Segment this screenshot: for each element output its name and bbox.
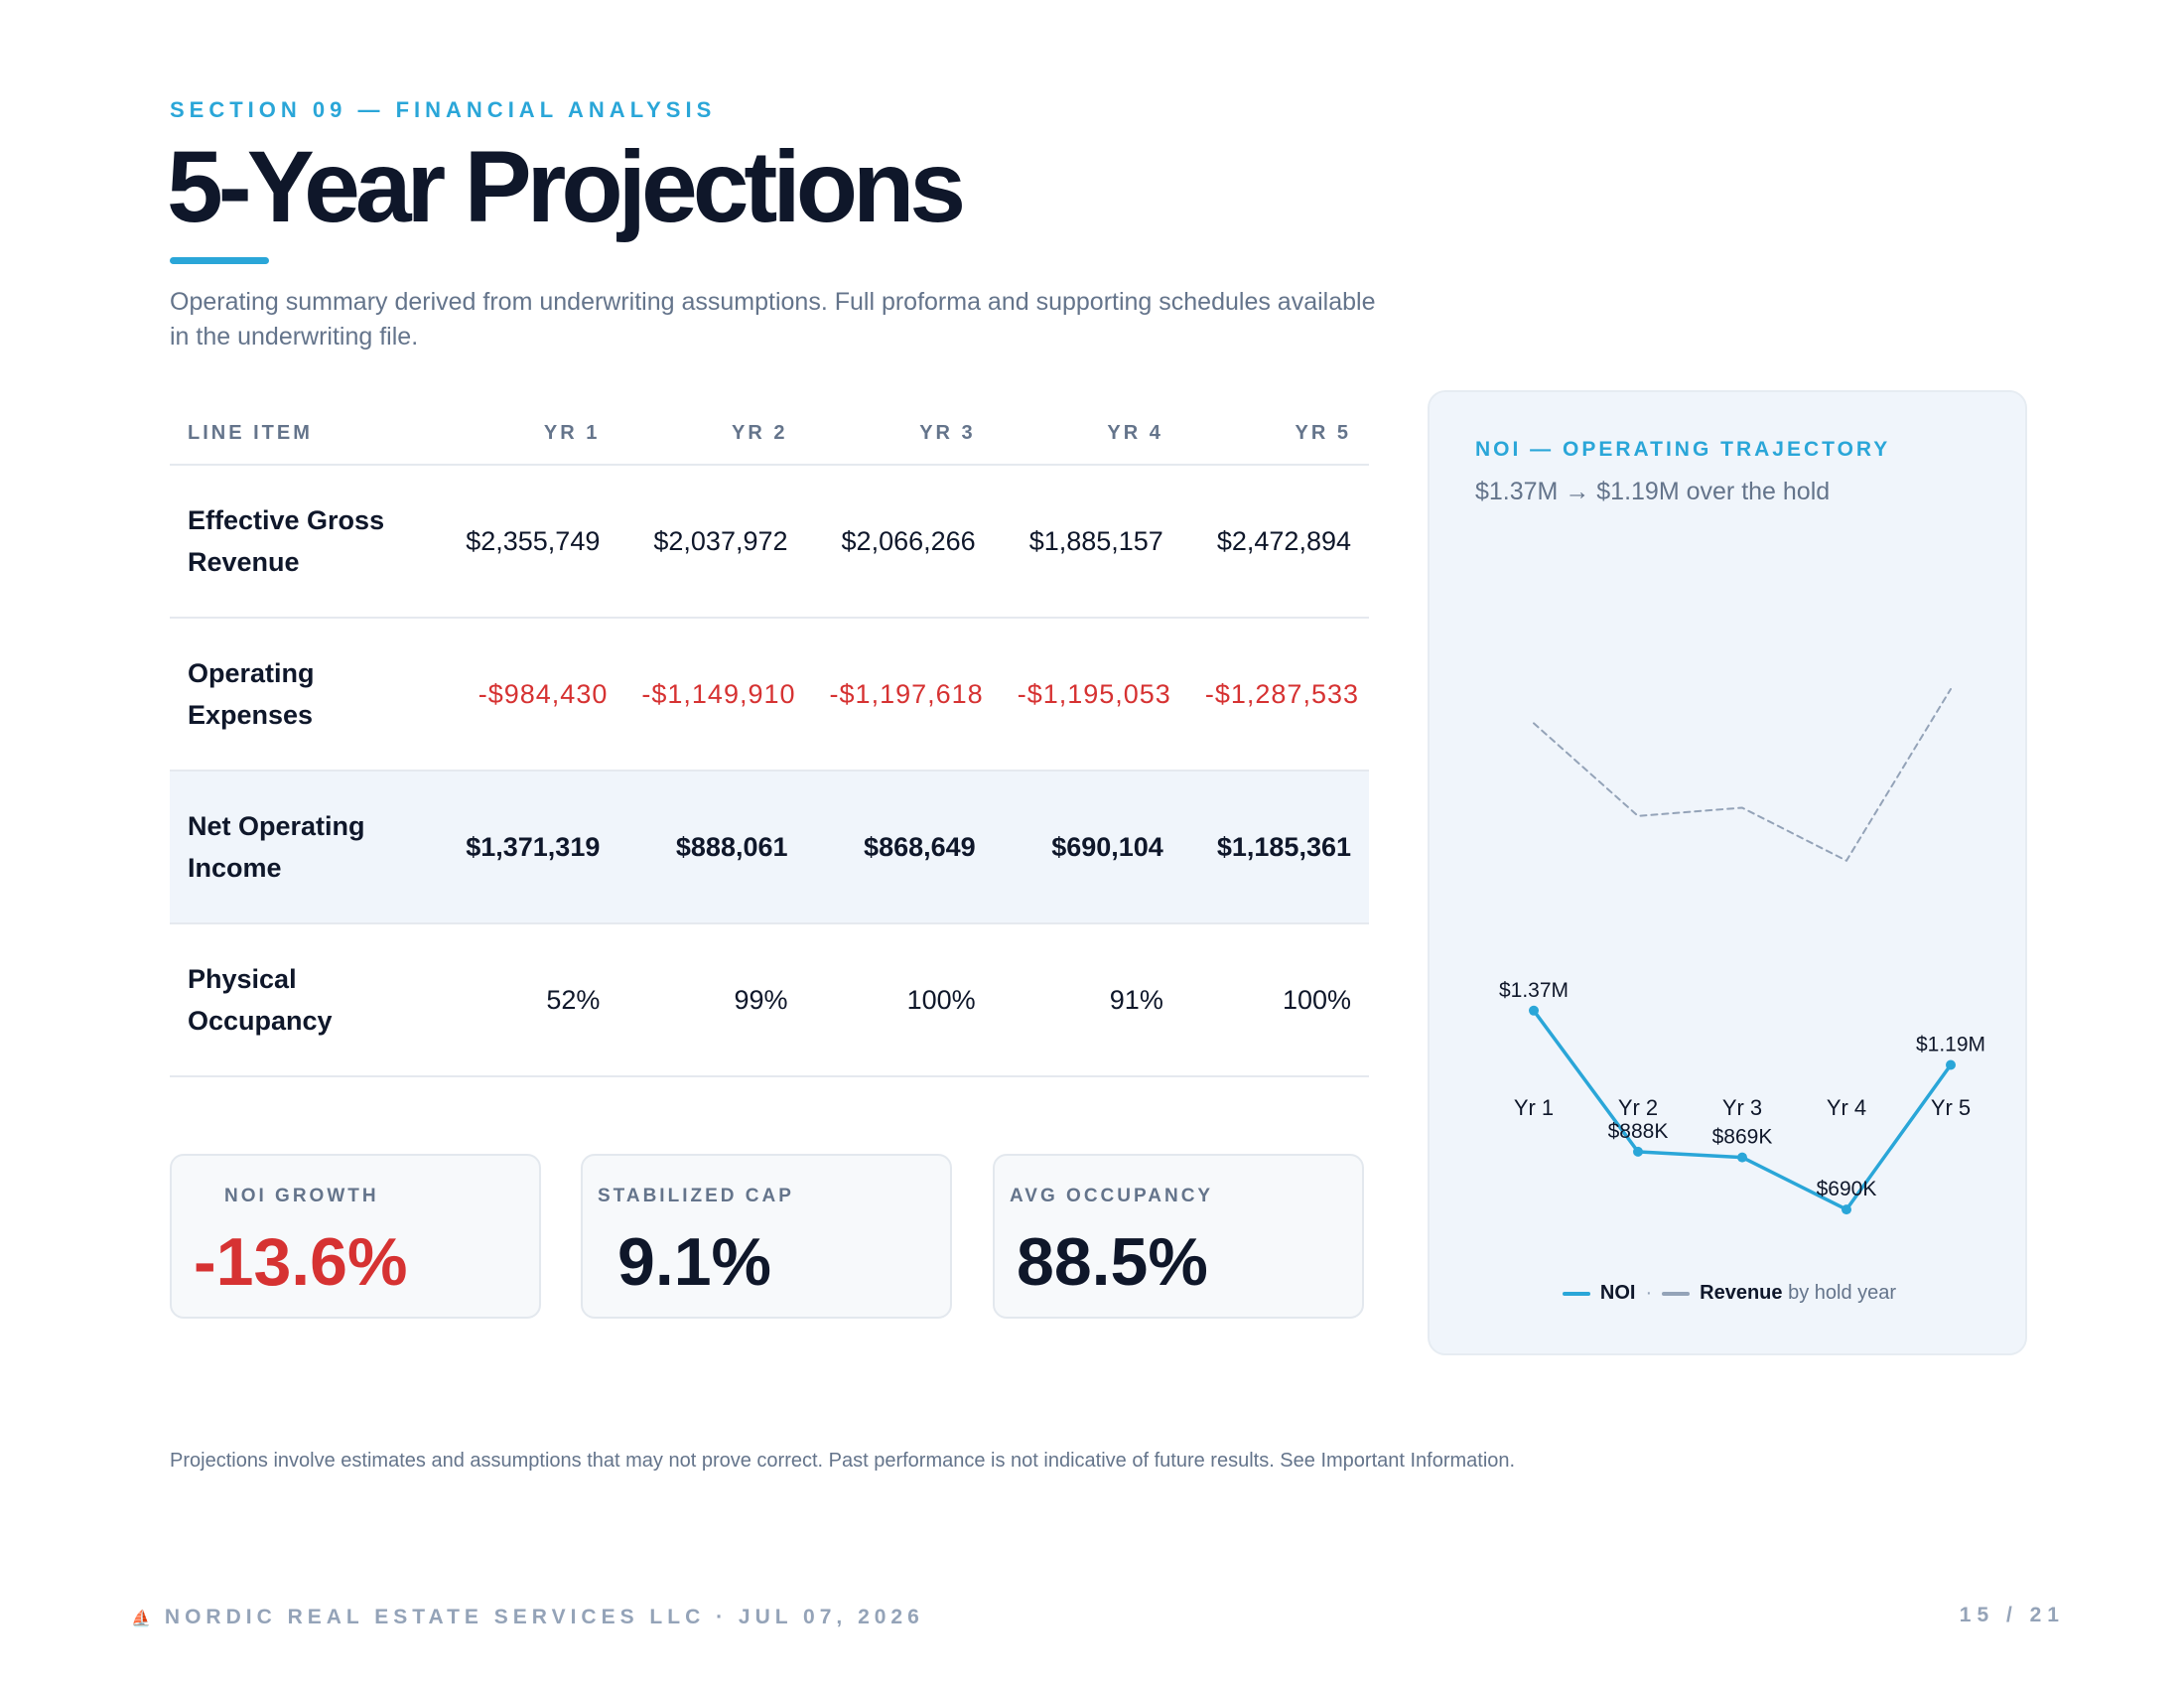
table-cell: 100% (1180, 923, 1369, 1077)
table-cell: $2,037,972 (617, 465, 806, 619)
legend-separator: · (1645, 1282, 1653, 1304)
table-cell: -$1,287,533 (1180, 618, 1369, 772)
intro-text: Operating summary derived from underwrit… (170, 288, 1376, 351)
table-cell: $2,066,266 (805, 465, 994, 619)
legend-suffix: by hold year (1788, 1282, 1897, 1304)
kpi-label: STABILIZED CAP (598, 1186, 794, 1206)
column-header-yr5: YR 5 (1180, 402, 1369, 466)
table-row-revenue: Effective Gross Revenue $2,355,749 $2,03… (170, 465, 1369, 619)
chart-eyebrow: NOI — OPERATING TRAJECTORY (1475, 438, 1891, 461)
table-cell: $690,104 (993, 771, 1181, 924)
noi-data-label: $888K (1608, 1120, 1669, 1143)
noi-point (1737, 1152, 1747, 1163)
company-logo-icon: ⛵ (131, 1611, 151, 1627)
page-title: 5-Year Projections (167, 130, 966, 243)
table-cell: 52% (430, 923, 618, 1077)
table-cell: $868,649 (805, 771, 994, 924)
disclaimer-text: Projections involve estimates and assump… (170, 1450, 1516, 1472)
kpi-label: AVG OCCUPANCY (1010, 1186, 1214, 1206)
legend-noi-label: NOI (1599, 1282, 1636, 1304)
column-header-yr3: YR 3 (805, 402, 994, 466)
table-cell: -$984,430 (430, 618, 618, 772)
noi-point (1946, 1059, 1956, 1070)
kpi-label: NOI GROWTH (224, 1186, 379, 1206)
table-row-occupancy: Physical Occupancy 52% 99% 100% 91% 100% (170, 923, 1369, 1077)
kpi-value: 9.1% (617, 1224, 771, 1300)
noi-point (1529, 1005, 1539, 1016)
title-underline (170, 257, 269, 264)
x-tick-label: Yr 4 (1827, 1095, 1866, 1120)
chart-legend: NOI · Revenue by hold year (1430, 1282, 2029, 1305)
row-label: Effective Gross Revenue (170, 465, 431, 619)
company-name: NORDIC REAL ESTATE SERVICES LLC (164, 1606, 706, 1628)
revenue-series-line (1533, 688, 1952, 862)
row-label: Physical Occupancy (170, 923, 431, 1077)
table-cell: 100% (805, 923, 994, 1077)
noi-data-label: $690K (1817, 1178, 1877, 1200)
x-tick-label: Yr 3 (1722, 1095, 1762, 1120)
table-cell: 91% (993, 923, 1181, 1077)
kpi-card-stabilized-cap: STABILIZED CAP 9.1% (581, 1154, 952, 1319)
table-cell: -$1,195,053 (993, 618, 1181, 772)
row-label: Operating Expenses (170, 618, 431, 772)
table-cell: $1,371,319 (430, 771, 618, 924)
report-date: · JUL 07, 2026 (716, 1606, 924, 1628)
column-header-yr4: YR 4 (993, 402, 1181, 466)
legend-swatch-revenue (1662, 1291, 1691, 1296)
table-cell: -$1,197,618 (805, 618, 994, 772)
kpi-value: 88.5% (1017, 1224, 1208, 1300)
column-header-yr1: YR 1 (430, 402, 618, 466)
table-cell: $888,061 (617, 771, 806, 924)
kpi-card-avg-occupancy: AVG OCCUPANCY 88.5% (993, 1154, 1364, 1319)
projections-table: LINE ITEM YR 1 YR 2 YR 3 YR 4 YR 5 Effec… (170, 402, 1369, 1077)
table-cell: $1,885,157 (993, 465, 1181, 619)
legend-swatch-noi (1562, 1291, 1590, 1296)
kpi-card-noi-growth: NOI GROWTH -13.6% (170, 1154, 541, 1319)
table-cell: $1,185,361 (1180, 771, 1369, 924)
noi-data-label: $869K (1712, 1126, 1773, 1149)
table-cell: -$1,149,910 (617, 618, 806, 772)
table-cell: $2,472,894 (1180, 465, 1369, 619)
legend-revenue-label: Revenue (1700, 1282, 1783, 1304)
footer-company: ⛵ NORDIC REAL ESTATE SERVICES LLC · JUL 0… (131, 1606, 924, 1629)
x-tick-label: Yr 1 (1514, 1095, 1554, 1120)
noi-line-chart: $1.37M $888K $869K $690K $1.19M Yr 1 Yr 2 Yr 3 Y… (1499, 688, 1985, 1215)
page-number: 15 / 21 (1959, 1604, 2065, 1626)
column-header-yr2: YR 2 (617, 402, 806, 466)
table-cell: $2,355,749 (430, 465, 618, 619)
x-tick-label: Yr 5 (1931, 1095, 1971, 1120)
noi-point (1633, 1146, 1643, 1157)
noi-data-label: $1.19M (1916, 1034, 1985, 1056)
section-eyebrow: SECTION 09 — FINANCIAL ANALYSIS (170, 97, 717, 122)
table-row-noi: Net Operating Income $1,371,319 $888,061… (170, 771, 1369, 924)
noi-point (1842, 1204, 1851, 1215)
row-label: Net Operating Income (170, 771, 431, 924)
noi-chart-card: NOI — OPERATING TRAJECTORY $1.37M → $1.1… (1428, 390, 2027, 1355)
noi-data-label: $1.37M (1499, 979, 1569, 1002)
table-header-row: LINE ITEM YR 1 YR 2 YR 3 YR 4 YR 5 (170, 402, 1369, 466)
table-row-expenses: Operating Expenses -$984,430 -$1,149,910… (170, 618, 1369, 772)
kpi-value: -13.6% (194, 1224, 408, 1300)
x-tick-label: Yr 2 (1618, 1095, 1658, 1120)
chart-subtitle: $1.37M → $1.19M over the hold (1475, 478, 1831, 505)
table-cell: 99% (617, 923, 806, 1077)
column-header-line-item: LINE ITEM (170, 402, 431, 466)
